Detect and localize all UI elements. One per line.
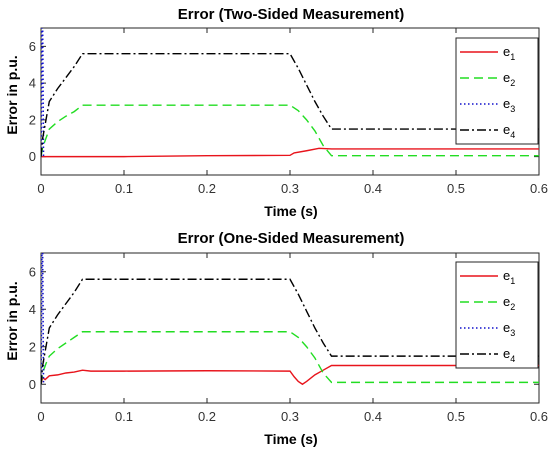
y-tick-label: 2	[29, 339, 36, 354]
series-line-e1	[41, 364, 539, 386]
chart-two-sided: Error (Two-Sided Measurement) Error in p…	[4, 6, 548, 219]
legend-label-main: e	[503, 346, 510, 361]
x-tick-label: 0.1	[115, 181, 133, 196]
x-tick-label: 0	[37, 181, 44, 196]
legend-label-main: e	[503, 268, 510, 283]
legend-label-e4: e4	[503, 122, 515, 140]
y-tick-label: 0	[29, 377, 36, 392]
legend-label-sub: 4	[510, 354, 515, 364]
chart-title: Error (Two-Sided Measurement)	[178, 6, 404, 23]
series-line-e3	[41, 28, 45, 157]
legend-label-sub: 3	[510, 328, 515, 338]
legend-label-sub: 2	[510, 78, 515, 88]
legend-label-main: e	[503, 122, 510, 137]
x-tick-label: 0.5	[447, 181, 465, 196]
x-axis-label: Time (s)	[264, 203, 317, 219]
legend-box	[455, 261, 539, 369]
legend-label-sub: 4	[510, 130, 515, 140]
x-tick-label: 0.1	[115, 409, 133, 424]
y-tick-label: 4	[29, 76, 36, 91]
y-tick-label: 0	[29, 149, 36, 164]
x-tick-label: 0.4	[364, 409, 382, 424]
legend-label-e3: e3	[503, 320, 515, 338]
y-tick-label: 6	[29, 39, 36, 54]
legend-box	[455, 37, 539, 145]
series-line-e2	[41, 331, 539, 385]
series-group	[41, 253, 539, 386]
series-line-e4	[41, 53, 539, 157]
legend-label-main: e	[503, 294, 510, 309]
chart-one-sided: Error (One-Sided Measurement) Error in p…	[4, 230, 548, 447]
x-tick-label: 0.4	[364, 181, 382, 196]
y-axis-label: Error in p.u.	[4, 55, 20, 134]
y-tick-label: 2	[29, 112, 36, 127]
legend-label-sub: 1	[510, 276, 515, 286]
legend-label-main: e	[503, 70, 510, 85]
legend-label-sub: 2	[510, 302, 515, 312]
legend-label-main: e	[503, 96, 510, 111]
y-tick-label: 6	[29, 264, 36, 279]
x-tick-label: 0.6	[530, 181, 548, 196]
legend-label-main: e	[503, 44, 510, 59]
chart-title: Error (One-Sided Measurement)	[178, 230, 405, 247]
legend-label-e4: e4	[503, 346, 515, 364]
legend-label-e2: e2	[503, 294, 515, 312]
series-line-e4	[41, 278, 539, 385]
series-line-e1	[41, 147, 539, 158]
x-tick-label: 0.5	[447, 409, 465, 424]
legend-label-e1: e1	[503, 268, 515, 286]
x-tick-label: 0.2	[198, 181, 216, 196]
x-tick-label: 0.6	[530, 409, 548, 424]
y-tick-label: 4	[29, 302, 36, 317]
series-line-e2	[41, 104, 539, 157]
legend-label-sub: 1	[510, 52, 515, 62]
legend-label-e1: e1	[503, 44, 515, 62]
x-axis-label: Time (s)	[264, 431, 317, 447]
legend-label-e2: e2	[503, 70, 515, 88]
series-group	[41, 28, 539, 158]
x-tick-label: 0.2	[198, 409, 216, 424]
legend-label-e3: e3	[503, 96, 515, 114]
x-tick-label: 0	[37, 409, 44, 424]
y-axis-label: Error in p.u.	[4, 281, 20, 360]
legend-label-sub: 3	[510, 104, 515, 114]
x-tick-label: 0.3	[281, 181, 299, 196]
legend-label-main: e	[503, 320, 510, 335]
x-tick-label: 0.3	[281, 409, 299, 424]
